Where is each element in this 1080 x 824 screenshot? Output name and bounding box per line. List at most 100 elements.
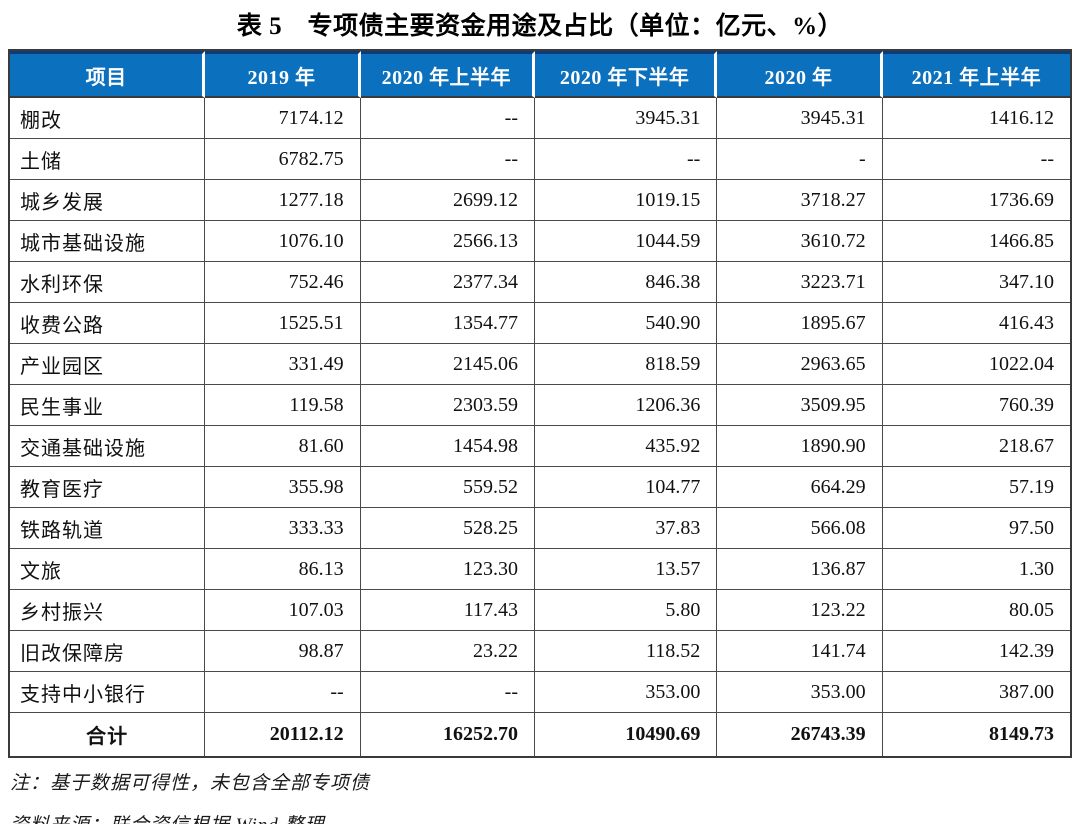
row-label: 城乡发展 [10, 180, 206, 221]
row-label: 教育医疗 [10, 467, 206, 508]
table-row: 水利环保 752.46 2377.34 846.38 3223.71 347.10 [10, 262, 1070, 303]
value-cell: 2963.65 [717, 344, 883, 385]
value-cell: 57.19 [882, 467, 1070, 508]
row-label: 铁路轨道 [10, 508, 206, 549]
value-cell: 353.00 [535, 672, 718, 713]
value-cell: 435.92 [535, 426, 718, 467]
value-cell: 818.59 [535, 344, 718, 385]
value-cell: 3945.31 [535, 98, 718, 139]
value-cell: 23.22 [360, 631, 535, 672]
value-cell: 566.08 [717, 508, 883, 549]
value-cell: 1.30 [882, 549, 1070, 590]
value-cell: 1022.04 [882, 344, 1070, 385]
footnotes: 注：基于数据可得性，未包含全部专项债 资料来源：联合资信根据 Wind 整理 [10, 768, 1080, 824]
value-cell: 86.13 [205, 549, 361, 590]
value-cell: 5.80 [535, 590, 718, 631]
value-cell: 3718.27 [717, 180, 883, 221]
value-cell: 142.39 [882, 631, 1070, 672]
table-row: 旧改保障房 98.87 23.22 118.52 141.74 142.39 [10, 631, 1070, 672]
value-cell: 347.10 [882, 262, 1070, 303]
column-header-3: 2020 年下半年 [535, 51, 718, 98]
value-cell: 2566.13 [360, 221, 535, 262]
row-label: 交通基础设施 [10, 426, 206, 467]
value-cell: 1206.36 [535, 385, 718, 426]
special-bond-uses-table: 项目 2019 年 2020 年上半年 2020 年下半年 2020 年 2021 年上半… [8, 49, 1072, 758]
value-cell: 1416.12 [882, 98, 1070, 139]
column-header-4: 2020 年 [717, 51, 883, 98]
table-row: 铁路轨道 333.33 528.25 37.83 566.08 97.50 [10, 508, 1070, 549]
value-cell: 1277.18 [205, 180, 361, 221]
table-title: 表 5 专项债主要资金用途及占比（单位：亿元、%） [236, 13, 844, 40]
column-header-0: 项目 [10, 51, 206, 98]
table-row: 棚改 7174.12 -- 3945.31 3945.31 1416.12 [10, 98, 1070, 139]
value-cell: -- [882, 139, 1070, 180]
table-row: 乡村振兴 107.03 117.43 5.80 123.22 80.05 [10, 590, 1070, 631]
value-cell: 117.43 [360, 590, 535, 631]
value-cell: 7174.12 [205, 98, 361, 139]
value-cell: - [717, 139, 883, 180]
row-label: 土储 [10, 139, 206, 180]
value-cell: 104.77 [535, 467, 718, 508]
value-cell: 8149.73 [882, 713, 1070, 756]
value-cell: 2377.34 [360, 262, 535, 303]
value-cell: 331.49 [205, 344, 361, 385]
value-cell: 1454.98 [360, 426, 535, 467]
value-cell: 20112.12 [205, 713, 361, 756]
table-row: 城市基础设施 1076.10 2566.13 1044.59 3610.72 1466.8… [10, 221, 1070, 262]
table-row: 土储 6782.75 -- -- - -- [10, 139, 1070, 180]
row-label: 旧改保障房 [10, 631, 206, 672]
value-cell: 107.03 [205, 590, 361, 631]
value-cell: 26743.39 [717, 713, 883, 756]
row-label: 城市基础设施 [10, 221, 206, 262]
table-row: 支持中小银行 -- -- 353.00 353.00 387.00 [10, 672, 1070, 713]
value-cell: 846.38 [535, 262, 718, 303]
row-label: 收费公路 [10, 303, 206, 344]
table-header: 项目 2019 年 2020 年上半年 2020 年下半年 2020 年 2021 年上半… [10, 51, 1070, 98]
row-label: 水利环保 [10, 262, 206, 303]
header-row: 项目 2019 年 2020 年上半年 2020 年下半年 2020 年 2021 年上半… [10, 51, 1070, 98]
column-header-1: 2019 年 [205, 51, 361, 98]
value-cell: 13.57 [535, 549, 718, 590]
row-label: 文旅 [10, 549, 206, 590]
row-label: 乡村振兴 [10, 590, 206, 631]
column-header-5: 2021 年上半年 [882, 51, 1070, 98]
value-cell: 118.52 [535, 631, 718, 672]
row-label: 产业园区 [10, 344, 206, 385]
value-cell: 37.83 [535, 508, 718, 549]
value-cell: 540.90 [535, 303, 718, 344]
value-cell: 16252.70 [360, 713, 535, 756]
value-cell: 752.46 [205, 262, 361, 303]
value-cell: 1890.90 [717, 426, 883, 467]
value-cell: -- [360, 139, 535, 180]
value-cell: 1736.69 [882, 180, 1070, 221]
table-row: 交通基础设施 81.60 1454.98 435.92 1890.90 218.67 [10, 426, 1070, 467]
table-row: 城乡发展 1277.18 2699.12 1019.15 3718.27 1736.69 [10, 180, 1070, 221]
table-row: 产业园区 331.49 2145.06 818.59 2963.65 1022.04 [10, 344, 1070, 385]
value-cell: 355.98 [205, 467, 361, 508]
value-cell: 80.05 [882, 590, 1070, 631]
row-label: 棚改 [10, 98, 206, 139]
value-cell: 387.00 [882, 672, 1070, 713]
value-cell: -- [360, 98, 535, 139]
value-cell: 528.25 [360, 508, 535, 549]
value-cell: 1076.10 [205, 221, 361, 262]
value-cell: 98.87 [205, 631, 361, 672]
column-header-2: 2020 年上半年 [360, 51, 535, 98]
value-cell: 559.52 [360, 467, 535, 508]
value-cell: 3610.72 [717, 221, 883, 262]
value-cell: 3223.71 [717, 262, 883, 303]
value-cell: 3509.95 [717, 385, 883, 426]
value-cell: 760.39 [882, 385, 1070, 426]
table-body: 棚改 7174.12 -- 3945.31 3945.31 1416.12 土储 6782.7… [10, 98, 1070, 756]
value-cell: 416.43 [882, 303, 1070, 344]
value-cell: -- [205, 672, 361, 713]
value-cell: 136.87 [717, 549, 883, 590]
total-row: 合计 20112.12 16252.70 10490.69 26743.39 8149.7… [10, 713, 1070, 756]
value-cell: 218.67 [882, 426, 1070, 467]
value-cell: 333.33 [205, 508, 361, 549]
source-line: 资料来源：联合资信根据 Wind 整理 [10, 810, 1080, 824]
value-cell: 1019.15 [535, 180, 718, 221]
value-cell: 10490.69 [535, 713, 718, 756]
value-cell: 97.50 [882, 508, 1070, 549]
